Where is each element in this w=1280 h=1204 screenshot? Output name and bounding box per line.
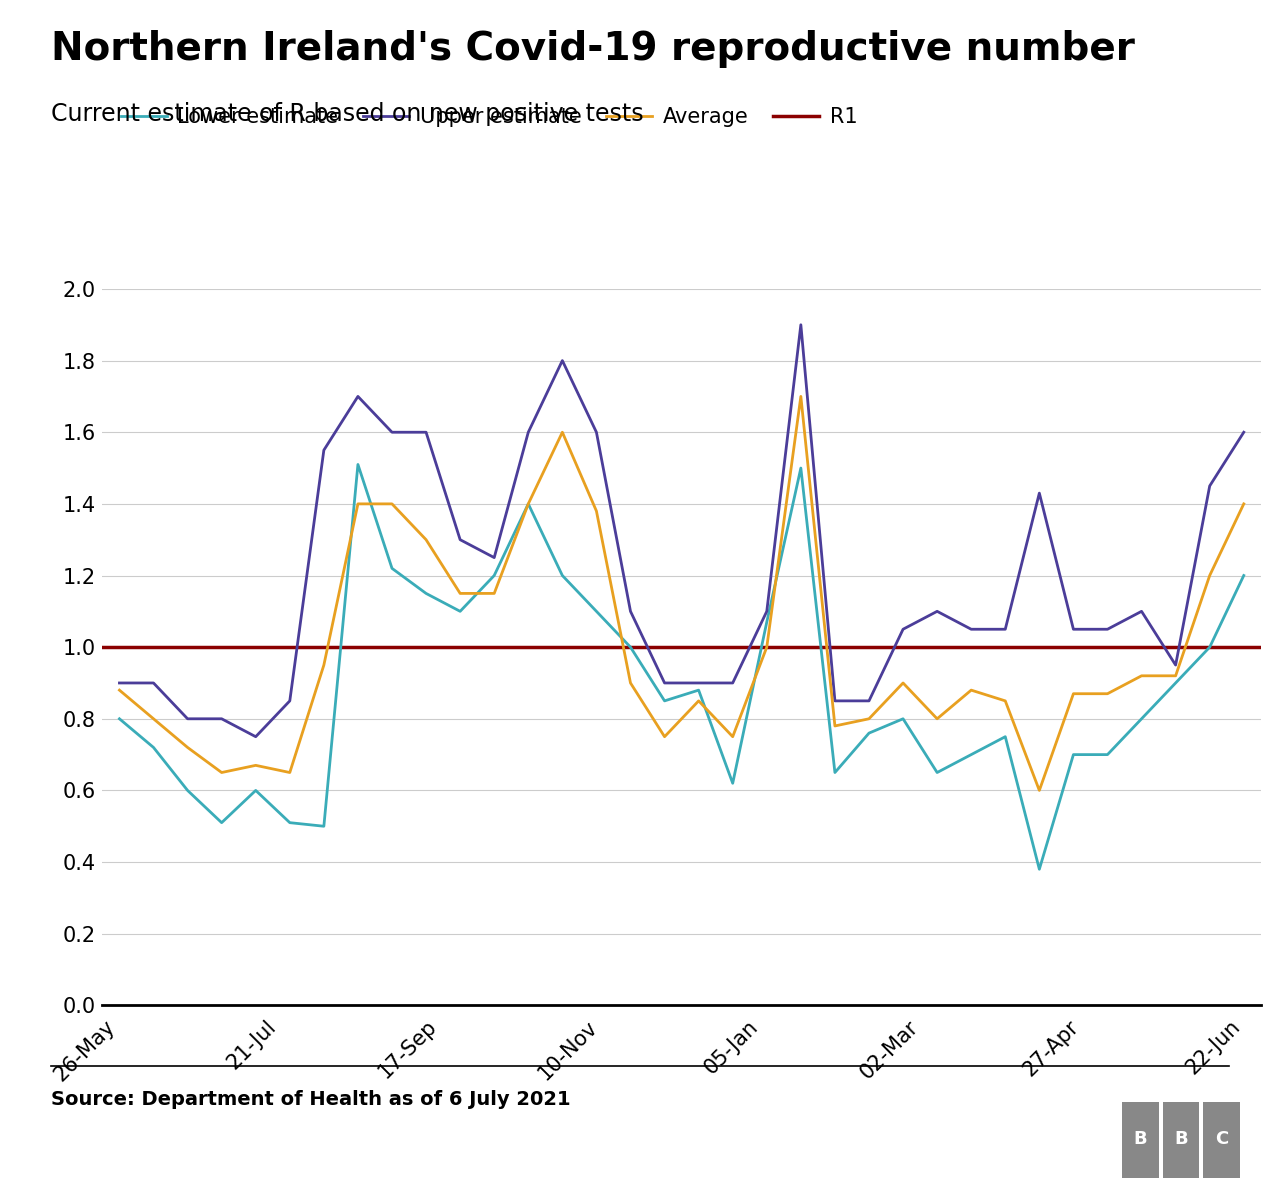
Text: Current estimate of R based on new positive tests: Current estimate of R based on new posit… (51, 102, 644, 126)
Bar (1203, 1103, 1239, 1178)
Bar (1162, 1103, 1199, 1178)
Text: Source: Department of Health as of 6 July 2021: Source: Department of Health as of 6 Jul… (51, 1090, 571, 1109)
Text: B: B (1134, 1129, 1147, 1147)
Text: B: B (1174, 1129, 1188, 1147)
Text: Northern Ireland's Covid-19 reproductive number: Northern Ireland's Covid-19 reproductive… (51, 30, 1135, 69)
Text: C: C (1215, 1129, 1228, 1147)
Legend: Lower estimate, Upper estimate, Average, R1: Lower estimate, Upper estimate, Average,… (113, 99, 865, 136)
Bar (1123, 1103, 1158, 1178)
